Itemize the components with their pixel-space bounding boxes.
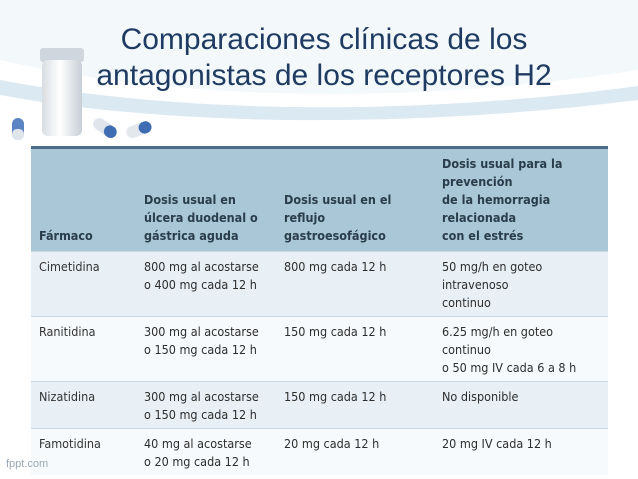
table-row: Famotidina 40 mg al acostarse o 20 mg ca… bbox=[31, 428, 608, 475]
cell-prevention: No disponible bbox=[434, 381, 608, 429]
cell-drug: Ranitidina bbox=[31, 316, 136, 382]
cell-prevention: 50 mg/h en goteo intravenoso continuo bbox=[434, 251, 608, 317]
slide-title: Comparaciones clínicas de los antagonist… bbox=[44, 22, 604, 94]
footer-brand: fppt.com bbox=[6, 458, 49, 470]
comparison-table: Fármaco Dosis usual en úlcera duodenal o… bbox=[31, 146, 608, 475]
header-line: Fármaco bbox=[39, 228, 93, 243]
header-line: Dosis usual en bbox=[144, 192, 236, 207]
cell-line: 150 mg cada 12 h bbox=[284, 324, 387, 339]
cell-line: 800 mg cada 12 h bbox=[284, 259, 387, 274]
cell-drug: Cimetidina bbox=[31, 251, 136, 317]
cell-line: 6.25 mg/h en goteo continuo bbox=[442, 324, 554, 357]
table-header-row: Fármaco Dosis usual en úlcera duodenal o… bbox=[31, 149, 608, 252]
cell-reflux: 150 mg cada 12 h bbox=[276, 316, 434, 382]
cell-prevention: 6.25 mg/h en goteo continuo o 50 mg IV c… bbox=[434, 316, 608, 382]
cell-line: No disponible bbox=[442, 389, 519, 404]
cell-drug: Nizatidina bbox=[31, 381, 136, 429]
cell-line: continuo bbox=[442, 295, 491, 310]
cell-line: o 50 mg IV cada 6 a 8 h bbox=[442, 360, 577, 375]
table-row: Ranitidina 300 mg al acostarse o 150 mg … bbox=[31, 316, 608, 382]
cell-line: 300 mg al acostarse bbox=[144, 324, 259, 339]
header-line: gastroesofágico bbox=[284, 228, 386, 243]
header-ulcer-dose: Dosis usual en úlcera duodenal o gástric… bbox=[136, 149, 276, 252]
cell-ulcer: 800 mg al acostarse o 400 mg cada 12 h bbox=[136, 251, 276, 317]
table-row: Cimetidina 800 mg al acostarse o 400 mg … bbox=[31, 251, 608, 317]
header-line: de la hemorragia relacionada bbox=[442, 192, 551, 225]
cell-line: o 20 mg cada 12 h bbox=[144, 454, 250, 469]
cell-line: 20 mg cada 12 h bbox=[284, 436, 380, 451]
cell-ulcer: 300 mg al acostarse o 150 mg cada 12 h bbox=[136, 316, 276, 382]
cell-reflux: 800 mg cada 12 h bbox=[276, 251, 434, 317]
cell-ulcer: 40 mg al acostarse o 20 mg cada 12 h bbox=[136, 428, 276, 475]
header-line: gástrica aguda bbox=[144, 228, 239, 243]
header-line: úlcera duodenal o bbox=[144, 210, 258, 225]
cell-line: 40 mg al acostarse bbox=[144, 436, 252, 451]
cell-line: 20 mg IV cada 12 h bbox=[442, 436, 552, 451]
cell-line: 50 mg/h en goteo intravenoso bbox=[442, 259, 543, 292]
header-line: con el estrés bbox=[442, 228, 524, 243]
cell-line: 800 mg al acostarse bbox=[144, 259, 259, 274]
pill-bottle-and-capsules-icon bbox=[12, 48, 152, 140]
header-drug: Fármaco bbox=[31, 149, 136, 252]
cell-line: o 150 mg cada 12 h bbox=[144, 342, 257, 357]
header-line: Dosis usual para la prevención bbox=[442, 156, 563, 189]
cell-line: o 400 mg cada 12 h bbox=[144, 277, 257, 292]
title-line-2: antagonistas de los receptores H2 bbox=[96, 59, 552, 92]
header-reflux-dose: Dosis usual en el reflujo gastroesofágic… bbox=[276, 149, 434, 252]
cell-drug: Famotidina bbox=[31, 428, 136, 475]
cell-reflux: 20 mg cada 12 h bbox=[276, 428, 434, 475]
header-prevention-dose: Dosis usual para la prevención de la hem… bbox=[434, 149, 608, 252]
cell-reflux: 150 mg cada 12 h bbox=[276, 381, 434, 429]
cell-ulcer: 300 mg al acostarse o 150 mg cada 12 h bbox=[136, 381, 276, 429]
table-row: Nizatidina 300 mg al acostarse o 150 mg … bbox=[31, 381, 608, 429]
cell-line: 150 mg cada 12 h bbox=[284, 389, 387, 404]
cell-line: o 150 mg cada 12 h bbox=[144, 407, 257, 422]
header-line: Dosis usual en el reflujo bbox=[284, 192, 392, 225]
title-line-1: Comparaciones clínicas de los bbox=[120, 23, 528, 56]
cell-line: 300 mg al acostarse bbox=[144, 389, 259, 404]
cell-prevention: 20 mg IV cada 12 h bbox=[434, 428, 608, 475]
